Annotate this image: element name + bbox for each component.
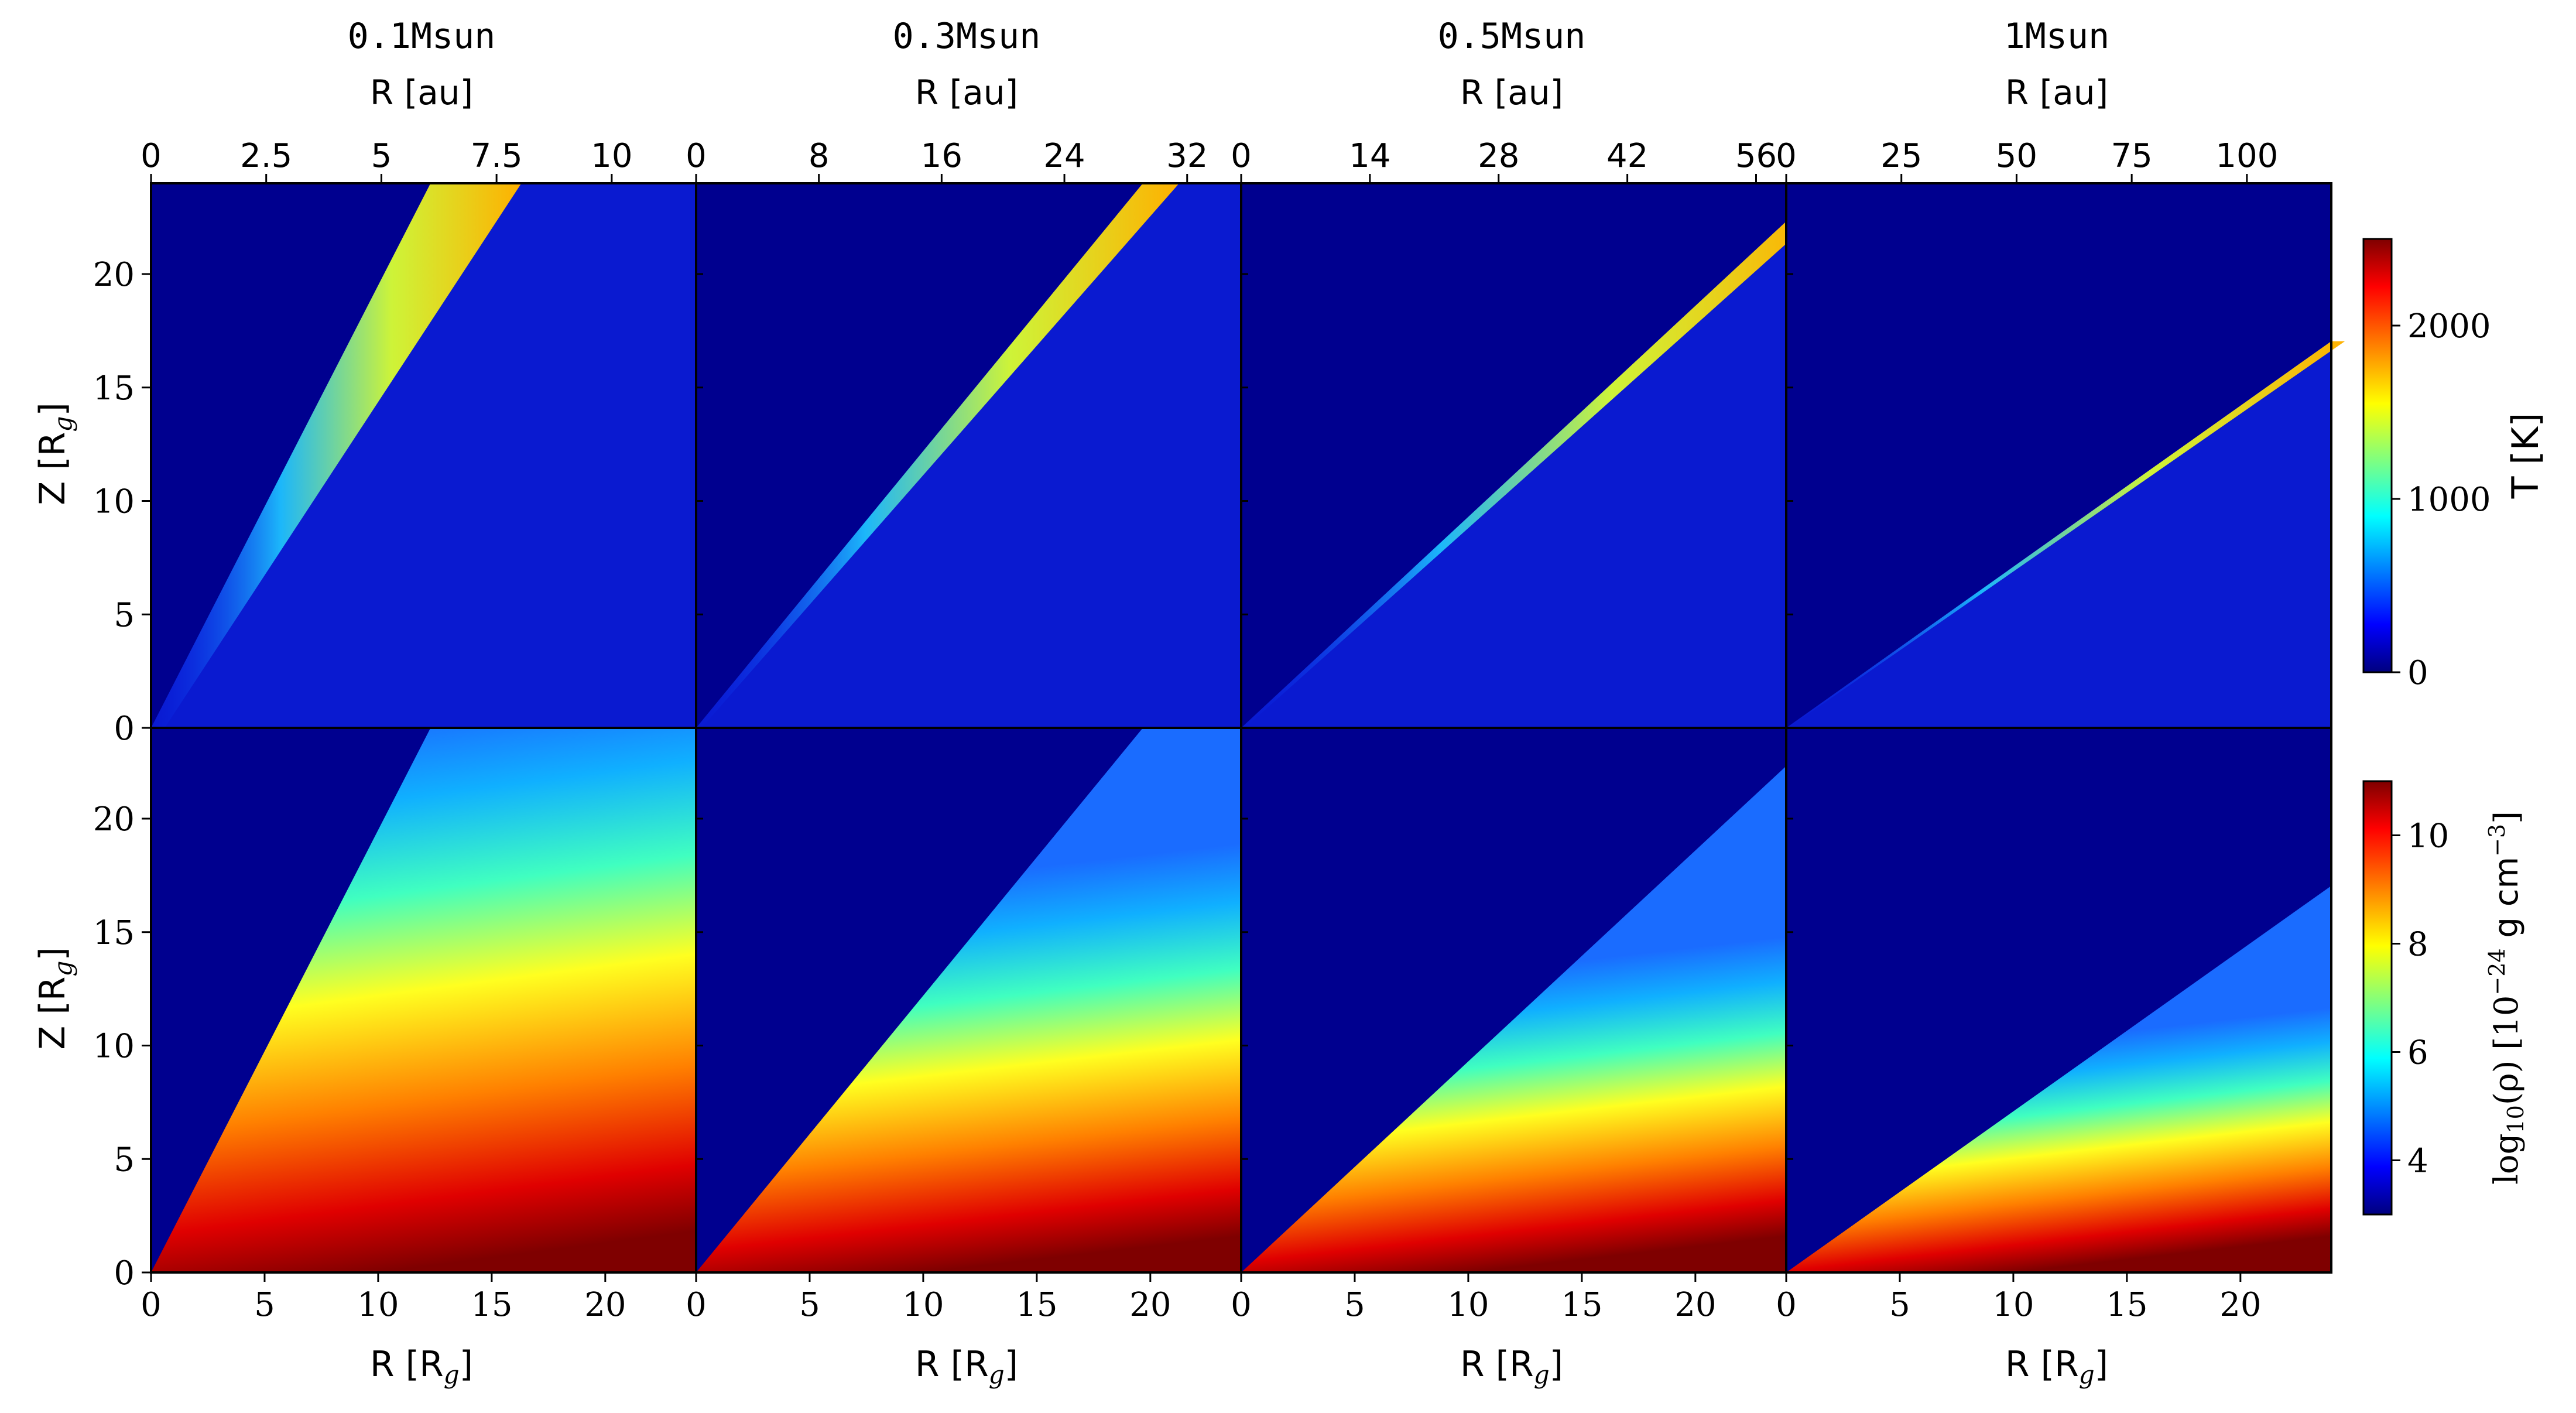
ztick-label-1-3: 15 bbox=[93, 914, 135, 952]
cbD-ticks-label-3: 10 bbox=[2407, 817, 2449, 856]
cbD-ticks-label-1: 6 bbox=[2407, 1034, 2428, 1072]
density-frame-3 bbox=[1785, 727, 2332, 1274]
au-tick-label-1-3: 24 bbox=[1043, 137, 1085, 175]
temp-disc-1 bbox=[696, 183, 1241, 728]
ztick-label-1-0: 0 bbox=[114, 1254, 135, 1292]
bottom-xlabel-3: R [Rg] bbox=[2005, 1344, 2108, 1389]
top-xlabel-1: R [au] bbox=[915, 73, 1018, 112]
top-xlabel-3: R [au] bbox=[2005, 73, 2108, 112]
temp-surface-band-1 bbox=[696, 183, 1180, 728]
au-tick-label-0-3: 7.5 bbox=[471, 137, 523, 175]
cbD-ticks-label-0: 4 bbox=[2407, 1142, 2428, 1181]
ztick-label-0-0: 0 bbox=[114, 710, 135, 748]
panel-title-3: 1Msun bbox=[2004, 16, 2110, 57]
ztick-label-0-3: 15 bbox=[93, 369, 135, 408]
ylabel-top: Z [Rg] bbox=[32, 402, 77, 505]
y-axis-labels: Z [Rg] Z [Rg] bbox=[32, 402, 77, 1050]
top-axis-labels: R [au] R [au] R [au] R [au] bbox=[370, 73, 2108, 112]
ztick-label-1-4: 20 bbox=[93, 800, 135, 839]
au-tick-label-2-3: 42 bbox=[1606, 137, 1648, 175]
colorbar-temperature-ticks: 0 1000 2000 bbox=[2392, 307, 2491, 692]
au-tick-label-1-2: 16 bbox=[921, 137, 962, 175]
density-disc-0 bbox=[151, 728, 696, 1272]
rg-tick-label-2-1: 5 bbox=[1344, 1286, 1365, 1324]
cbT-ticks-label-0: 0 bbox=[2407, 654, 2428, 692]
ztick-label-0-4: 20 bbox=[93, 256, 135, 294]
rg-tick-label-0-2: 10 bbox=[357, 1286, 399, 1324]
rg-tick-label-3-4: 20 bbox=[2219, 1286, 2261, 1324]
colorbar-temperature-fill bbox=[2362, 238, 2393, 673]
rg-tick-label-1-3: 15 bbox=[1016, 1286, 1057, 1324]
temp-surface-band-2 bbox=[1241, 221, 1811, 728]
rg-tick-label-3-0: 0 bbox=[1776, 1286, 1797, 1324]
temp-surface-band-3 bbox=[1786, 341, 2345, 728]
au-tick-label-3-0: 0 bbox=[1776, 137, 1797, 175]
rg-tick-label-1-4: 20 bbox=[1129, 1286, 1171, 1324]
axes-layer: 0 5 10 15 200 2.5 5 7.5 100 5 10 15 200 8 16 24 320 5 10 15… bbox=[93, 137, 2332, 1324]
colorbar-temperature: 0 1000 2000 T [K] bbox=[2362, 238, 2547, 692]
colorbar-temperature-label: T [K] bbox=[2504, 413, 2547, 499]
cbD-ticks-label-2: 8 bbox=[2407, 926, 2428, 964]
ztick-label-1-1: 5 bbox=[114, 1141, 135, 1179]
rg-tick-label-2-2: 10 bbox=[1447, 1286, 1489, 1324]
rg-tick-label-0-1: 5 bbox=[254, 1286, 275, 1324]
temp-disc-0 bbox=[151, 183, 696, 728]
bottom-xlabel-1: R [Rg] bbox=[915, 1344, 1018, 1389]
au-tick-label-2-2: 28 bbox=[1478, 137, 1519, 175]
rg-tick-label-0-0: 0 bbox=[141, 1286, 162, 1324]
rg-tick-label-1-1: 5 bbox=[799, 1286, 820, 1324]
top-xlabel-2: R [au] bbox=[1460, 73, 1563, 112]
colorbar-density-fill bbox=[2362, 780, 2393, 1216]
cbT-ticks-label-1: 1000 bbox=[2407, 481, 2491, 519]
au-tick-label-1-1: 8 bbox=[809, 137, 830, 175]
density-disc-1 bbox=[696, 728, 1241, 1272]
au-tick-label-2-0: 0 bbox=[1231, 137, 1252, 175]
bottom-xlabel-0: R [Rg] bbox=[370, 1344, 473, 1389]
rg-tick-label-1-0: 0 bbox=[686, 1286, 707, 1324]
rg-tick-label-0-4: 20 bbox=[584, 1286, 626, 1324]
rg-tick-label-2-3: 15 bbox=[1561, 1286, 1602, 1324]
panel-titles: 0.1Msun 0.3Msun 0.5Msun 1Msun bbox=[348, 16, 2110, 57]
temp-surface-band-0 bbox=[151, 183, 522, 728]
au-tick-label-2-4: 56 bbox=[1735, 137, 1777, 175]
density-disc-3 bbox=[1786, 885, 2331, 1272]
au-tick-label-3-1: 25 bbox=[1880, 137, 1922, 175]
colorbar-density-ticks: 4 6 8 10 bbox=[2392, 817, 2449, 1181]
top-xlabel-0: R [au] bbox=[370, 73, 473, 112]
rg-tick-label-0-3: 15 bbox=[471, 1286, 512, 1324]
bottom-axis-labels: R [Rg] R [Rg] R [Rg] R [Rg] bbox=[370, 1344, 2108, 1389]
bottom-xlabel-2: R [Rg] bbox=[1460, 1344, 1563, 1389]
heatmap-panels bbox=[151, 183, 2345, 1272]
ztick-label-0-1: 5 bbox=[114, 596, 135, 634]
rg-tick-label-2-0: 0 bbox=[1231, 1286, 1252, 1324]
cbT-ticks-label-2: 2000 bbox=[2407, 307, 2491, 345]
au-tick-label-3-4: 100 bbox=[2215, 137, 2278, 175]
au-tick-label-1-4: 32 bbox=[1166, 137, 1208, 175]
ylabel-bottom: Z [Rg] bbox=[32, 947, 77, 1050]
au-tick-label-0-2: 5 bbox=[371, 137, 392, 175]
colorbar-density: 4 6 8 10 log10(ρ) [10−24 g cm−3] bbox=[2362, 780, 2529, 1216]
rg-tick-label-3-1: 5 bbox=[1889, 1286, 1910, 1324]
rg-tick-label-1-2: 10 bbox=[902, 1286, 944, 1324]
au-tick-label-1-0: 0 bbox=[686, 137, 707, 175]
au-tick-label-2-1: 14 bbox=[1349, 137, 1390, 175]
panel-title-0: 0.1Msun bbox=[348, 16, 496, 57]
panel-title-2: 0.5Msun bbox=[1438, 16, 1586, 57]
rg-tick-label-3-3: 15 bbox=[2106, 1286, 2147, 1324]
rg-tick-label-2-4: 20 bbox=[1674, 1286, 1716, 1324]
au-tick-label-0-4: 10 bbox=[591, 137, 632, 175]
au-tick-label-0-0: 0 bbox=[141, 137, 162, 175]
panel-title-1: 0.3Msun bbox=[893, 16, 1041, 57]
ztick-label-1-2: 10 bbox=[93, 1028, 135, 1066]
au-tick-label-0-1: 2.5 bbox=[240, 137, 292, 175]
rg-tick-label-3-2: 10 bbox=[1992, 1286, 2034, 1324]
colorbar-density-label: log10(ρ) [10−24 g cm−3] bbox=[2484, 811, 2529, 1185]
au-tick-label-3-2: 50 bbox=[1996, 137, 2037, 175]
ztick-label-0-2: 10 bbox=[93, 483, 135, 521]
au-tick-label-3-3: 75 bbox=[2111, 137, 2153, 175]
density-disc-2 bbox=[1241, 766, 1786, 1272]
